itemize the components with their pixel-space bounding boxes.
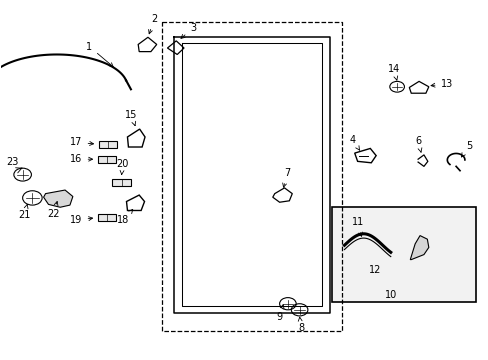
Text: 15: 15: [125, 110, 137, 126]
Text: 7: 7: [282, 168, 290, 187]
Text: 11: 11: [351, 217, 363, 236]
Text: 10: 10: [384, 291, 396, 301]
Text: 20: 20: [116, 158, 128, 175]
Text: 22: 22: [47, 202, 60, 219]
Text: 18: 18: [117, 210, 132, 225]
Text: 21: 21: [18, 204, 30, 220]
FancyBboxPatch shape: [331, 207, 475, 302]
Text: 13: 13: [430, 79, 452, 89]
Text: 1: 1: [86, 42, 113, 67]
Bar: [98, 214, 116, 221]
Bar: [99, 140, 117, 148]
Text: 16: 16: [70, 154, 92, 164]
Text: 5: 5: [461, 141, 471, 157]
Text: 3: 3: [181, 23, 196, 39]
Text: 6: 6: [414, 136, 421, 152]
Text: 4: 4: [349, 135, 359, 150]
Bar: [112, 179, 131, 186]
Polygon shape: [43, 190, 73, 207]
Text: 8: 8: [297, 317, 304, 333]
Text: 9: 9: [276, 305, 284, 321]
Text: 19: 19: [70, 215, 92, 225]
Text: 12: 12: [368, 265, 381, 275]
Polygon shape: [409, 235, 428, 260]
Text: 14: 14: [387, 64, 399, 80]
Text: 17: 17: [70, 138, 93, 147]
Text: 2: 2: [148, 14, 157, 34]
Bar: [98, 156, 116, 163]
Text: 23: 23: [7, 157, 19, 167]
